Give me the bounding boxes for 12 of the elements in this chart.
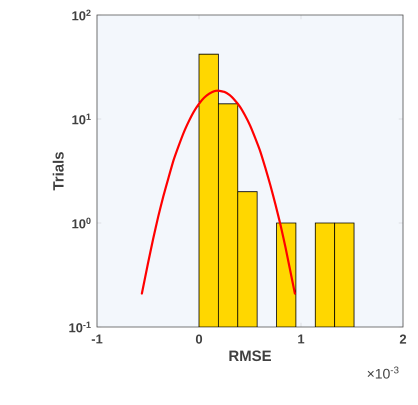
y-tick-label: 10$^{2}$ (72, 10, 91, 20)
x-axis-title: RMSE (229, 350, 271, 362)
line-series (140, 90, 296, 295)
x-tick-label: 0 (196, 334, 202, 344)
x-tick-label: 1 (298, 334, 304, 344)
text: ×10$^{-3}$ (368, 366, 399, 379)
y-tick-label: 10$^{1}$ (72, 114, 91, 124)
x-tick-label: 2 (400, 334, 406, 344)
y-tick-label: 10$^{0}$ (72, 218, 91, 228)
y-tick-label: 10$^{-1}$ (69, 322, 91, 332)
x-tick-label: -1 (92, 334, 102, 344)
y-axis-title: Trials (52, 152, 64, 190)
